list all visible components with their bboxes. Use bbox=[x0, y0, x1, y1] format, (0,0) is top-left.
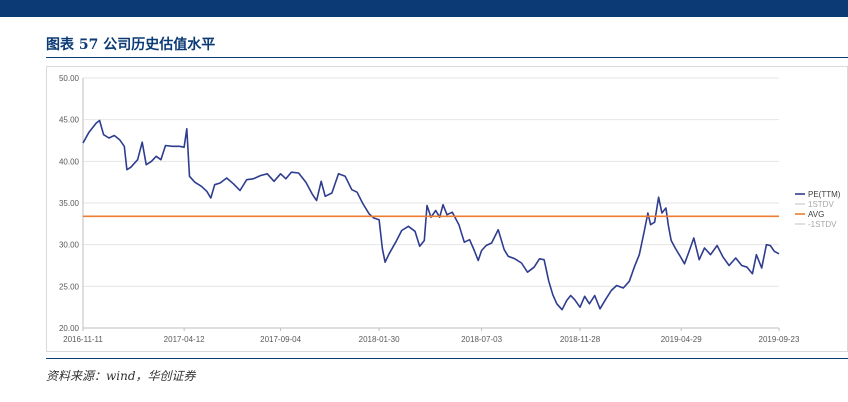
x-tick-label: 2019-09-23 bbox=[759, 335, 800, 344]
legend-label-avg: AVG bbox=[808, 210, 824, 219]
y-tick-label: 20.00 bbox=[59, 324, 80, 333]
y-tick-label: 40.00 bbox=[59, 157, 80, 166]
legend-label-1stdv: 1STDV bbox=[808, 200, 834, 209]
series-line-pe-ttm bbox=[82, 119, 780, 311]
pe-valuation-chart: 20.00 25.00 30.00 35.00 40.00 45.00 50.00 2016-… bbox=[59, 74, 841, 344]
legend-label-pe-ttm: PE(TTM) bbox=[808, 190, 841, 199]
x-tick-label: 2018-01-30 bbox=[359, 335, 400, 344]
y-tick-label: 30.00 bbox=[59, 241, 80, 250]
x-tick-label: 2018-11-28 bbox=[560, 335, 601, 344]
x-tick-label: 2018-07-03 bbox=[461, 335, 502, 344]
chart-container: 20.00 25.00 30.00 35.00 40.00 45.00 50.00 2016-… bbox=[46, 66, 848, 352]
x-tick-label: 2017-04-12 bbox=[164, 335, 205, 344]
x-tick-label: 2016-11-11 bbox=[63, 335, 103, 344]
x-tick-label: 2019-04-29 bbox=[661, 335, 702, 344]
y-tick-label: 45.00 bbox=[59, 116, 80, 125]
y-tick-label: 50.00 bbox=[59, 74, 80, 83]
top-brand-bar bbox=[0, 0, 848, 17]
y-tick-label: 35.00 bbox=[59, 199, 80, 208]
legend-label-1stdv: -1STDV bbox=[808, 220, 837, 229]
title-divider bbox=[46, 57, 848, 58]
x-tick-label: 2017-09-04 bbox=[260, 335, 301, 344]
source-note: 资料来源：wind，华创证券 bbox=[46, 369, 196, 383]
source-divider bbox=[46, 358, 848, 359]
figure-title: 图表 57 公司历史估值水平 bbox=[46, 37, 216, 53]
y-tick-label: 25.00 bbox=[59, 282, 80, 291]
